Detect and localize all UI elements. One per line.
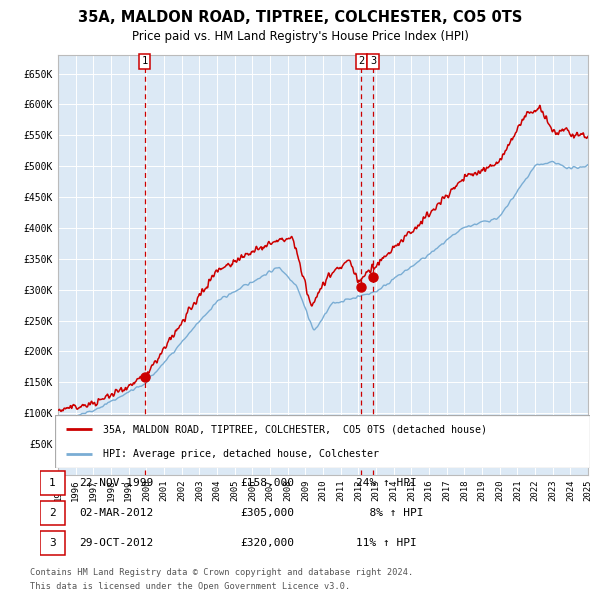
Bar (40, 471, 65, 496)
Bar (40, 530, 65, 555)
Text: 22-NOV-1999: 22-NOV-1999 (79, 478, 153, 489)
Text: 2: 2 (358, 57, 364, 67)
Text: HPI: Average price, detached house, Colchester: HPI: Average price, detached house, Colc… (103, 448, 379, 458)
Text: 2: 2 (49, 508, 56, 518)
Text: 1: 1 (49, 478, 56, 489)
Text: 02-MAR-2012: 02-MAR-2012 (79, 508, 153, 518)
Text: 3: 3 (370, 57, 376, 67)
Text: 1: 1 (142, 57, 148, 67)
Text: 11% ↑ HPI: 11% ↑ HPI (356, 537, 417, 548)
Text: Price paid vs. HM Land Registry's House Price Index (HPI): Price paid vs. HM Land Registry's House … (131, 30, 469, 43)
Text: £320,000: £320,000 (240, 537, 294, 548)
Text: 24% ↑ HPI: 24% ↑ HPI (356, 478, 417, 489)
Text: £158,000: £158,000 (240, 478, 294, 489)
Text: 8% ↑ HPI: 8% ↑ HPI (356, 508, 424, 518)
Text: 35A, MALDON ROAD, TIPTREE, COLCHESTER,  CO5 0TS (detached house): 35A, MALDON ROAD, TIPTREE, COLCHESTER, C… (103, 424, 487, 434)
Text: £305,000: £305,000 (240, 508, 294, 518)
Bar (40, 501, 65, 525)
Text: 29-OCT-2012: 29-OCT-2012 (79, 537, 153, 548)
Text: This data is licensed under the Open Government Licence v3.0.: This data is licensed under the Open Gov… (30, 582, 350, 590)
Text: Contains HM Land Registry data © Crown copyright and database right 2024.: Contains HM Land Registry data © Crown c… (30, 568, 413, 577)
Text: 35A, MALDON ROAD, TIPTREE, COLCHESTER, CO5 0TS: 35A, MALDON ROAD, TIPTREE, COLCHESTER, C… (78, 10, 522, 25)
Text: 3: 3 (49, 537, 56, 548)
